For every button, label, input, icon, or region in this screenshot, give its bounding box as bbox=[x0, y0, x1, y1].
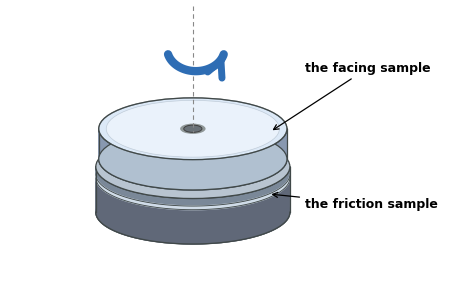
Ellipse shape bbox=[180, 124, 206, 134]
Ellipse shape bbox=[184, 125, 202, 132]
Ellipse shape bbox=[99, 98, 287, 160]
Text: the facing sample: the facing sample bbox=[273, 62, 431, 129]
Ellipse shape bbox=[96, 180, 290, 244]
Polygon shape bbox=[96, 167, 290, 206]
Ellipse shape bbox=[96, 135, 290, 199]
Polygon shape bbox=[96, 178, 290, 244]
Ellipse shape bbox=[99, 128, 287, 190]
Ellipse shape bbox=[110, 102, 275, 156]
Ellipse shape bbox=[134, 110, 252, 148]
Polygon shape bbox=[96, 174, 290, 210]
Ellipse shape bbox=[146, 113, 240, 144]
Text: the friction sample: the friction sample bbox=[273, 192, 438, 211]
Ellipse shape bbox=[169, 121, 217, 136]
Ellipse shape bbox=[181, 125, 205, 132]
Polygon shape bbox=[99, 129, 287, 190]
Ellipse shape bbox=[99, 98, 287, 160]
Ellipse shape bbox=[106, 100, 280, 157]
Ellipse shape bbox=[122, 106, 264, 152]
Ellipse shape bbox=[157, 117, 228, 140]
